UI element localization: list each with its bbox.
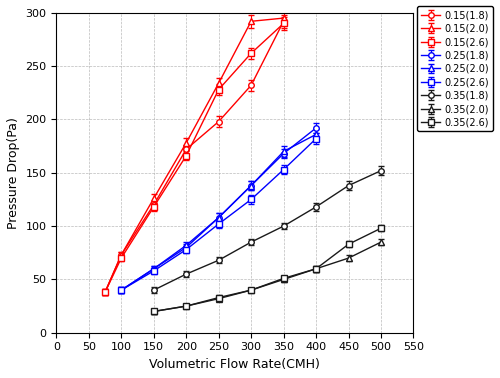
Y-axis label: Pressure Drop(Pa): Pressure Drop(Pa) bbox=[7, 117, 20, 229]
Legend: 0.15(1.8), 0.15(2.0), 0.15(2.6), 0.25(1.8), 0.25(2.0), 0.25(2.6), 0.35(1.8), 0.3: 0.15(1.8), 0.15(2.0), 0.15(2.6), 0.25(1.… bbox=[417, 6, 493, 132]
X-axis label: Volumetric Flow Rate(CMH): Volumetric Flow Rate(CMH) bbox=[150, 358, 320, 371]
